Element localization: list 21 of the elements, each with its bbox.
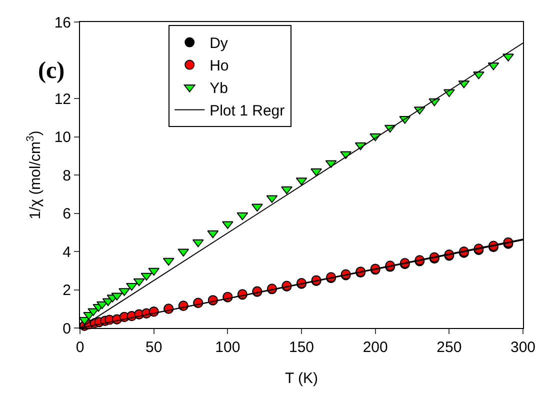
y-tick-label: 4: [62, 244, 71, 261]
x-tick-label: 250: [436, 339, 462, 356]
legend-label: Yb: [210, 80, 228, 98]
x-tick-label: 100: [215, 339, 240, 356]
x-tick-label: 300: [510, 339, 536, 356]
legend-label: Ho: [210, 58, 229, 75]
y-tick-label: 0: [62, 320, 71, 338]
y-tick-label: 16: [54, 14, 71, 32]
x-tick-label: 50: [145, 339, 162, 356]
legend-label: Dy: [210, 35, 228, 52]
y-tick-label: 2: [62, 282, 71, 299]
legend-label: Plot 1 Regr: [210, 102, 285, 120]
y-tick-label: 12: [54, 90, 71, 108]
text: (c): [38, 58, 65, 84]
x-axis-title: T (K): [284, 370, 318, 387]
y-tick-label: 10: [54, 129, 71, 146]
y-tick-label: 6: [62, 206, 71, 222]
x-tick-label: 200: [362, 339, 388, 356]
x-tick-label: 150: [288, 339, 314, 356]
y-tick-label: 8: [62, 167, 71, 184]
x-tick-label: 0: [76, 339, 84, 356]
